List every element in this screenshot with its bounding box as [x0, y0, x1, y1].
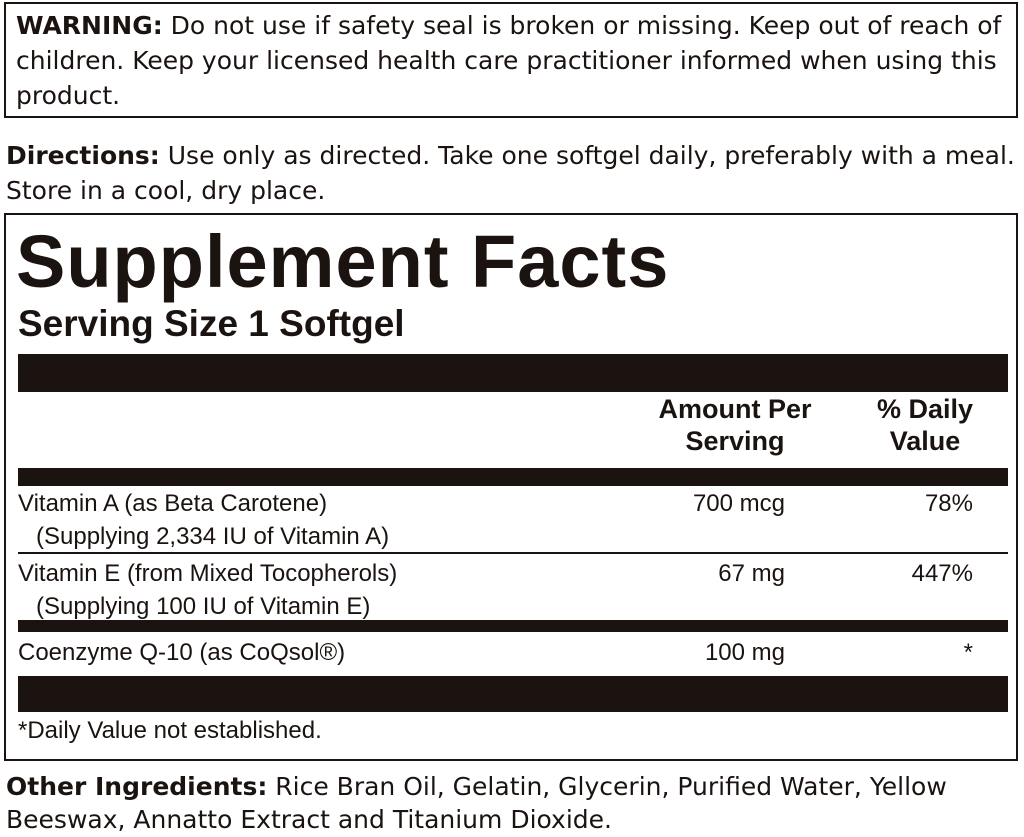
nutrient-name: Coenzyme Q-10 (as CoQsol®): [18, 639, 346, 666]
other-ingredients-label: Other Ingredients:: [6, 772, 268, 801]
header-amount: Amount Per Serving: [658, 394, 812, 456]
thin-bar: [18, 620, 1008, 632]
amount: 700 mcg: [692, 490, 785, 517]
row-rule: [18, 552, 1008, 554]
nutrient-name: Vitamin E (from Mixed Tocopherols): [18, 560, 398, 587]
other-ingredients: Other Ingredients: Rice Bran Oil, Gelati…: [6, 770, 1018, 836]
warning: WARNING: Do not use if safety seal is br…: [16, 8, 1006, 113]
serving-size: Serving Size 1 Softgel: [18, 303, 405, 344]
header-daily-value: % Daily Value: [876, 394, 974, 456]
amount: 67 mg: [718, 560, 785, 587]
other-ingredients-text: Rice Bran Oil, Gelatin, Glycerin, Purifi…: [6, 772, 947, 834]
daily-value: 78%: [924, 490, 973, 517]
facts-title: Supplement Facts: [16, 220, 670, 303]
footnote: *Daily Value not established.: [18, 717, 322, 744]
warning-box: WARNING: Do not use if safety seal is br…: [4, 2, 1018, 118]
warning-label: WARNING:: [16, 11, 163, 40]
amount: 100 mg: [704, 639, 785, 666]
nutrient-note: (Supplying 100 IU of Vitamin E): [36, 593, 371, 620]
thick-bar: [18, 676, 1008, 712]
warning-text: Do not use if safety seal is broken or m…: [16, 11, 1002, 110]
thick-bar: [18, 354, 1008, 392]
directions-label: Directions:: [6, 141, 160, 170]
daily-value: *: [963, 639, 973, 666]
directions-text: Use only as directed. Take one softgel d…: [6, 141, 1015, 205]
directions: Directions: Use only as directed. Take o…: [6, 138, 1018, 208]
nutrient-note: (Supplying 2,334 IU of Vitamin A): [36, 523, 390, 550]
daily-value: 447%: [911, 560, 973, 587]
nutrient-name: Vitamin A (as Beta Carotene): [18, 490, 328, 517]
facts-box: [4, 213, 1018, 761]
medium-bar: [18, 468, 1008, 486]
